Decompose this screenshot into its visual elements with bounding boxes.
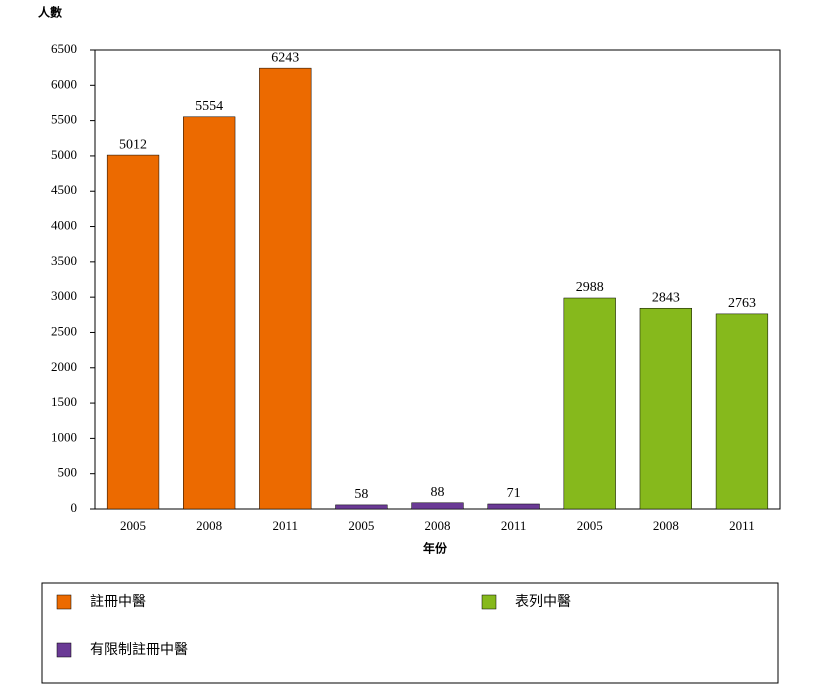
y-tick-label: 6000: [51, 76, 77, 91]
y-tick-label: 6500: [51, 41, 77, 56]
y-tick-label: 2500: [51, 323, 77, 338]
x-tick-label: 2011: [501, 518, 527, 533]
y-tick-label: 2000: [51, 359, 77, 374]
bar: [106, 154, 160, 510]
x-tick-label: 2005: [120, 518, 146, 533]
x-tick-label: 2008: [425, 518, 451, 533]
bar: [639, 307, 692, 510]
value-label: 5554: [195, 99, 223, 114]
value-label: 88: [431, 485, 445, 500]
value-label: 5012: [119, 137, 147, 152]
y-tick-label: 4500: [51, 182, 77, 197]
bar: [183, 116, 236, 510]
x-tick-label: 2008: [196, 518, 222, 533]
y-tick-label: 1000: [51, 429, 77, 444]
value-label: 2843: [652, 290, 680, 305]
bar: [411, 502, 464, 510]
y-tick-label: 0: [71, 500, 78, 515]
legend-label: 表列中醫: [515, 594, 571, 610]
x-tick-label: 2011: [729, 518, 755, 533]
y-tick-label: 1500: [51, 394, 77, 409]
x-tick-label: 2008: [653, 518, 679, 533]
legend-frame: [41, 582, 779, 684]
legend-swatch: [481, 594, 497, 610]
y-tick-label: 4000: [51, 218, 77, 233]
bar: [259, 67, 312, 510]
bar: [715, 313, 769, 510]
legend-label: 有限制註冊中醫: [90, 642, 188, 658]
y-tick-label: 5000: [51, 147, 77, 162]
y-tick-label: 5500: [51, 112, 77, 127]
value-label: 2988: [576, 280, 604, 295]
legend-label: 註冊中醫: [90, 594, 146, 610]
value-label: 2763: [728, 296, 756, 311]
bar: [487, 503, 540, 510]
x-tick-label: 2005: [348, 518, 374, 533]
bar: [563, 297, 616, 510]
y-tick-label: 3000: [51, 288, 77, 303]
x-tick-label: 2005: [577, 518, 603, 533]
x-axis-title: 年份: [423, 541, 448, 556]
value-label: 58: [354, 487, 368, 502]
value-label: 71: [507, 486, 521, 501]
y-tick-label: 500: [58, 465, 78, 480]
value-label: 6243: [271, 50, 299, 65]
x-tick-label: 2011: [273, 518, 299, 533]
legend-swatch: [56, 642, 72, 658]
y-axis-title: 人數: [38, 5, 62, 20]
y-tick-label: 3500: [51, 253, 77, 268]
legend-swatch: [56, 594, 72, 610]
bar: [335, 504, 388, 510]
